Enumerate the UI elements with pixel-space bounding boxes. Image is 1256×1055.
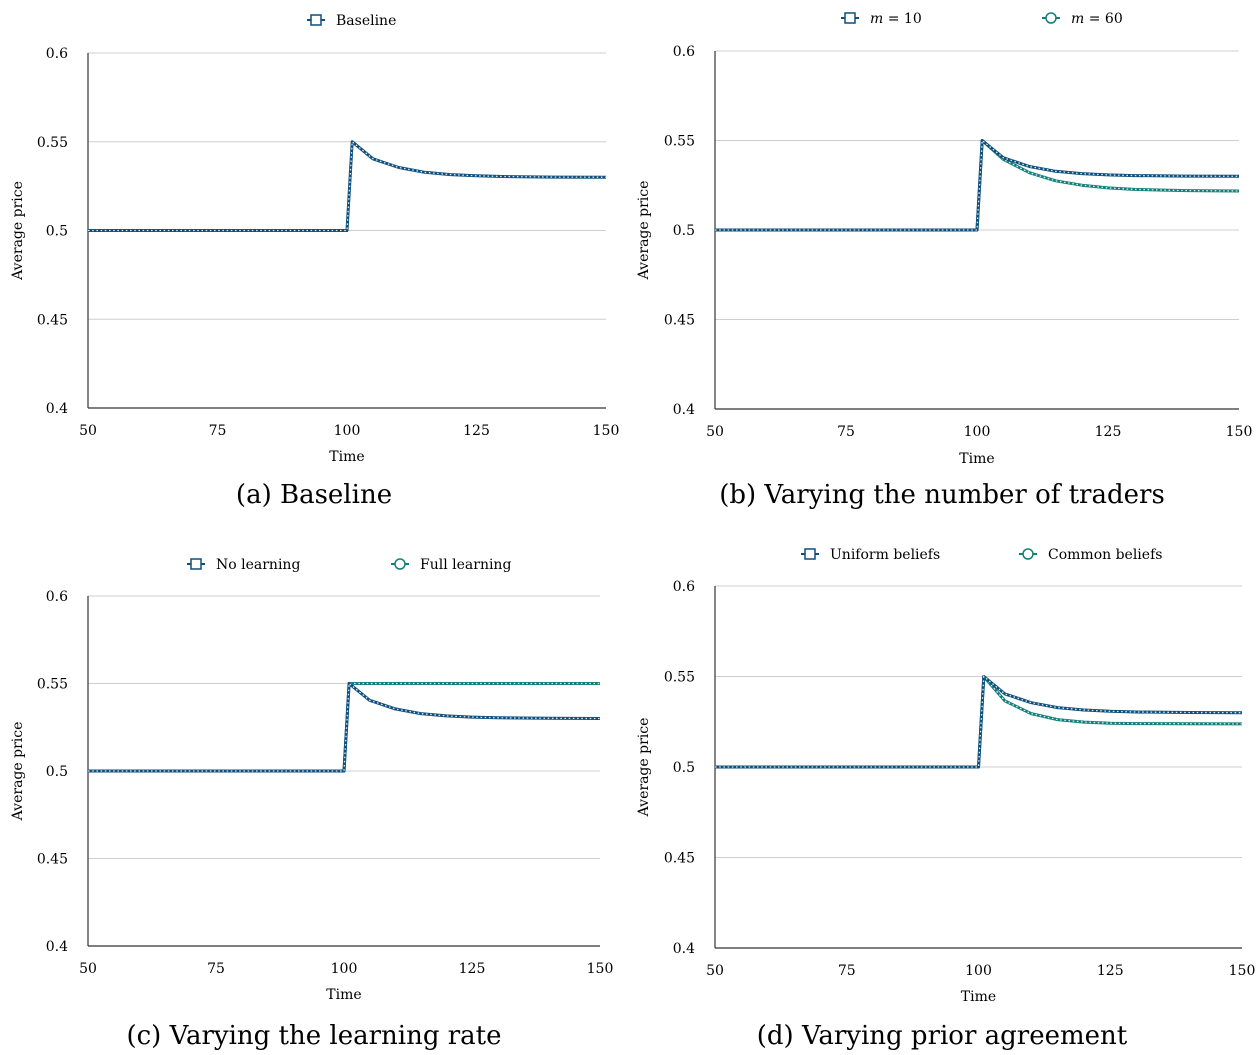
legend-circle-marker <box>1022 548 1034 560</box>
x-tick-label: 50 <box>706 424 724 440</box>
y-tick-label: 0.55 <box>37 677 68 693</box>
y-axis-label: Average price <box>636 181 652 281</box>
legend-label: Full learning <box>420 557 511 573</box>
chart-svg-d: 0.4 0.45 0.5 0.55 0.6 50 75 100 125 150 Time Averag… <box>636 547 1256 1005</box>
y-tick-label: 0.6 <box>46 589 68 605</box>
legend-label: No learning <box>216 557 300 573</box>
legend-label: Common beliefs <box>1048 547 1162 563</box>
x-tick-label: 50 <box>79 961 97 977</box>
x-axis-label: Time <box>326 987 361 1003</box>
x-tick-label: 50 <box>706 963 724 979</box>
legend-square-marker <box>844 12 856 24</box>
x-tick-label: 100 <box>334 423 361 439</box>
y-tick-label: 0.4 <box>46 401 68 417</box>
x-tick-label: 150 <box>1226 424 1253 440</box>
chart-caption: (d) Varying prior agreement <box>756 1021 1128 1051</box>
legend-square-marker <box>190 558 202 570</box>
y-tick-label: 0.6 <box>673 44 695 60</box>
x-tick-label: 100 <box>965 963 992 979</box>
legend-square-marker <box>804 548 816 560</box>
y-tick-label: 0.45 <box>37 312 68 328</box>
chart-caption: (c) Varying the learning rate <box>126 1021 502 1051</box>
y-tick-label: 0.5 <box>673 760 695 776</box>
x-tick-label: 100 <box>331 961 358 977</box>
legend-entry: Uniform beliefs <box>801 547 940 563</box>
y-tick-label: 0.5 <box>46 764 68 780</box>
x-tick-label: 125 <box>463 423 490 439</box>
legend-entry: No learning <box>187 557 300 573</box>
y-tick-label: 0.6 <box>673 579 695 595</box>
x-tick-label: 125 <box>1097 963 1124 979</box>
x-tick-label: 100 <box>964 424 991 440</box>
x-tick-label: 125 <box>1095 424 1122 440</box>
x-tick-label: 150 <box>1229 963 1256 979</box>
x-tick-label: 75 <box>207 961 225 977</box>
x-tick-label: 125 <box>459 961 486 977</box>
legend-label: Uniform beliefs <box>830 547 940 563</box>
chart-svg-a: 0.4 0.45 0.5 0.55 0.6 50 75 100 125 150 Time Averag… <box>10 13 620 465</box>
legend-label: m = 10 <box>870 11 922 27</box>
y-tick-label: 0.5 <box>46 224 68 240</box>
series-marker-overlay <box>88 682 601 772</box>
y-tick-label: 0.5 <box>673 223 695 239</box>
x-axis-label: Time <box>329 449 364 465</box>
y-tick-label: 0.6 <box>46 46 68 62</box>
chart-svg-b: 0.4 0.45 0.5 0.55 0.6 50 75 100 125 150 Time Averag… <box>636 11 1253 467</box>
x-axis-label: Time <box>959 451 994 467</box>
y-tick-label: 0.4 <box>46 939 68 955</box>
series-marker-overlay <box>88 140 607 232</box>
y-tick-label: 0.4 <box>673 941 695 957</box>
y-tick-label: 0.45 <box>37 852 68 868</box>
y-axis-label: Average price <box>10 181 26 281</box>
legend-square-marker <box>310 14 322 26</box>
series-marker-overlay <box>715 675 1243 768</box>
chart-caption: (a) Baseline <box>235 480 393 510</box>
y-tick-label: 0.55 <box>664 134 695 150</box>
series-line <box>88 682 601 773</box>
legend-entry: m = 10 <box>841 11 922 27</box>
y-tick-label: 0.55 <box>37 135 68 151</box>
chart-svg-c: 0.4 0.45 0.5 0.55 0.6 50 75 100 125 150 Time Averag… <box>10 557 614 1003</box>
series-marker-overlay <box>715 139 1240 231</box>
x-axis-label: Time <box>961 989 996 1005</box>
chart-panel-a: 0.4 0.45 0.5 0.55 0.6 50 75 100 125 150 Time Averag… <box>0 0 628 527</box>
x-tick-label: 50 <box>79 423 97 439</box>
legend-circle-marker <box>394 558 406 570</box>
series-line <box>88 140 607 232</box>
y-tick-label: 0.45 <box>664 851 695 867</box>
legend-label: Baseline <box>336 13 396 29</box>
y-tick-label: 0.55 <box>664 670 695 686</box>
legend-circle-marker <box>1045 12 1057 24</box>
y-axis-label: Average price <box>10 722 26 822</box>
y-axis-label: Average price <box>636 718 652 818</box>
x-tick-label: 150 <box>593 423 620 439</box>
legend-entry: m = 60 <box>1042 11 1123 27</box>
x-tick-label: 75 <box>209 423 227 439</box>
series-line <box>715 139 1240 232</box>
chart-panel-d: 0.4 0.45 0.5 0.55 0.6 50 75 100 125 150 Time Averag… <box>628 527 1256 1055</box>
x-tick-label: 75 <box>838 963 856 979</box>
y-tick-label: 0.45 <box>664 313 695 329</box>
chart-panel-c: 0.4 0.45 0.5 0.55 0.6 50 75 100 125 150 Time Averag… <box>0 527 628 1055</box>
y-tick-label: 0.4 <box>673 402 695 418</box>
chart-caption: (b) Varying the number of traders <box>719 480 1165 510</box>
x-tick-label: 150 <box>587 961 614 977</box>
legend-label: m = 60 <box>1071 11 1123 27</box>
legend-entry: Baseline <box>307 13 396 29</box>
chart-panel-b: 0.4 0.45 0.5 0.55 0.6 50 75 100 125 150 Time Averag… <box>628 0 1256 527</box>
x-tick-label: 75 <box>837 424 855 440</box>
series-line <box>715 675 1243 769</box>
legend-entry: Common beliefs <box>1019 547 1162 563</box>
legend-entry: Full learning <box>391 557 511 573</box>
